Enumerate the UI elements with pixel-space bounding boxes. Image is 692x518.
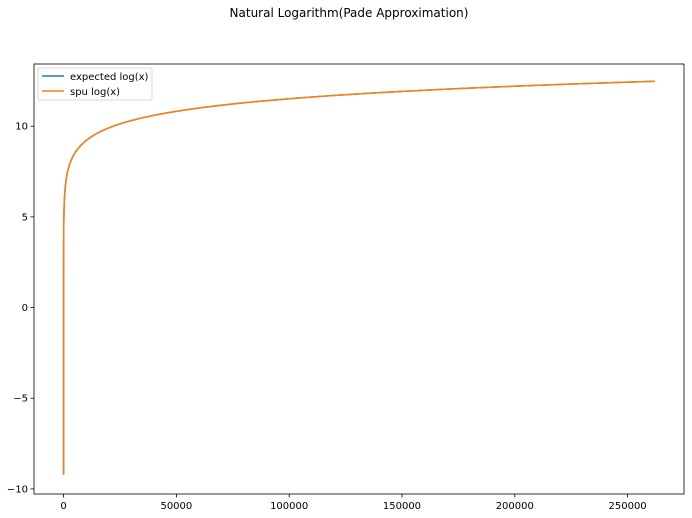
- x-tick-label: 50000: [160, 501, 192, 512]
- x-tick-label: 200000: [496, 501, 534, 512]
- chart-title: Natural Logarithm(Pade Approximation): [230, 6, 469, 20]
- legend: expected log(x) spu log(x): [37, 67, 153, 101]
- plot-frame: [33, 63, 685, 495]
- plot-area: [62, 80, 656, 475]
- y-axis: −10 −5 0 5 10: [7, 122, 34, 495]
- x-tick-label: 150000: [383, 501, 421, 512]
- series-line-expected: [62, 80, 656, 475]
- legend-label-spu: spu log(x): [70, 87, 120, 98]
- y-tick-label: 0: [22, 303, 28, 314]
- x-axis: 0 50000 100000 150000 200000 250000: [60, 494, 647, 512]
- y-tick-label: 10: [15, 122, 28, 133]
- x-tick-label: 250000: [609, 501, 647, 512]
- y-tick-label: 5: [22, 212, 28, 223]
- legend-label-expected: expected log(x): [70, 72, 149, 83]
- x-tick-label: 0: [60, 501, 66, 512]
- y-tick-label: −5: [13, 394, 28, 405]
- x-tick-label: 100000: [270, 501, 308, 512]
- y-tick-label: −10: [7, 484, 28, 495]
- legend-box: [37, 67, 153, 101]
- series-line-spu: [62, 80, 656, 475]
